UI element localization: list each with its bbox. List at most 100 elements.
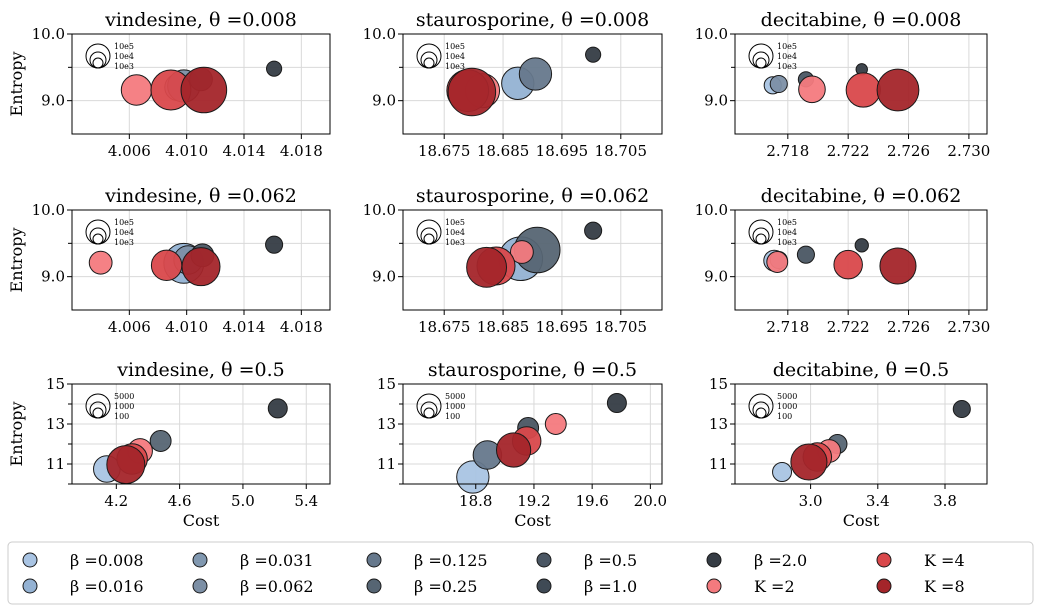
x-axis-label: Cost xyxy=(514,511,551,530)
legend-label: β =0.016 xyxy=(70,577,144,596)
size-legend-label: 10e4 xyxy=(445,228,465,237)
y-tick-label: 13 xyxy=(709,415,728,433)
size-legend-label: 100 xyxy=(445,412,460,421)
data-point xyxy=(544,413,567,435)
size-legend-circle xyxy=(89,51,107,69)
x-tick-label: 4.014 xyxy=(223,318,266,336)
y-tick-label: 10.0 xyxy=(363,201,396,219)
y-tick-label: 9.0 xyxy=(704,268,728,286)
x-tick-label: 4.006 xyxy=(108,142,151,160)
legend-marker xyxy=(22,578,38,594)
x-tick-label: 2.718 xyxy=(766,318,809,336)
x-tick-label: 4.006 xyxy=(108,318,151,336)
y-axis-label: Entropy xyxy=(7,52,26,117)
y-tick-label: 13 xyxy=(377,415,396,433)
legend-marker xyxy=(536,552,552,568)
x-axis-label: Cost xyxy=(183,511,220,530)
legend-label: β =0.062 xyxy=(240,577,314,596)
data-point xyxy=(766,251,789,273)
data-point xyxy=(149,430,172,452)
x-tick-label: 4.018 xyxy=(280,318,323,336)
size-legend-circle xyxy=(748,43,774,69)
y-tick-label: 10.0 xyxy=(363,25,396,43)
subplot-title: vindesine, θ =0.5 xyxy=(116,359,284,381)
x-tick-label: 2.726 xyxy=(887,318,930,336)
axes-frame xyxy=(734,33,988,135)
size-legend-label: 10e5 xyxy=(445,218,465,227)
size-legend-label: 10e3 xyxy=(777,62,797,71)
y-tick-label: 13 xyxy=(46,415,65,433)
legend-marker xyxy=(876,578,892,594)
x-tick-label: 3.4 xyxy=(866,492,890,510)
y-tick-label: 9.0 xyxy=(41,92,65,110)
data-point xyxy=(585,46,602,63)
data-point xyxy=(265,235,284,254)
x-tick-label: 18.685 xyxy=(477,142,530,160)
size-legend-circle xyxy=(423,407,435,419)
data-point xyxy=(769,74,788,94)
x-tick-label: 4.2 xyxy=(104,492,128,510)
subplot-title: staurosporine, θ =0.008 xyxy=(416,9,649,31)
data-point xyxy=(845,72,881,108)
x-tick-label: 2.718 xyxy=(766,142,809,160)
y-tick-label: 9.0 xyxy=(41,268,65,286)
size-legend-label: 10e3 xyxy=(777,238,797,247)
x-tick-label: 2.722 xyxy=(827,318,870,336)
data-point xyxy=(447,67,497,117)
x-tick-label: 2.726 xyxy=(887,142,930,160)
data-point xyxy=(584,221,603,240)
data-point xyxy=(180,66,228,114)
size-legend-label: 10e5 xyxy=(445,42,465,51)
size-legend-circle xyxy=(420,51,438,69)
size-legend-circle xyxy=(85,393,111,419)
x-tick-label: 18.675 xyxy=(418,142,471,160)
x-tick-label: 5.0 xyxy=(231,492,255,510)
y-tick-label: 15 xyxy=(709,375,728,393)
y-tick-label: 9.0 xyxy=(372,92,396,110)
x-tick-label: 4.6 xyxy=(168,492,192,510)
size-legend-label: 10e5 xyxy=(777,218,797,227)
data-point xyxy=(879,247,917,285)
y-axis-label: Entropy xyxy=(7,402,26,467)
size-legend-label: 10e3 xyxy=(114,62,134,71)
size-legend-label: 10e3 xyxy=(445,238,465,247)
data-point xyxy=(88,250,113,275)
subplot-title: decitabine, θ =0.008 xyxy=(761,9,962,31)
size-legend-label: 10e5 xyxy=(114,218,134,227)
data-point xyxy=(181,247,221,287)
size-legend-label: 1000 xyxy=(114,402,134,411)
axes-frame xyxy=(71,383,331,485)
y-tick-label: 11 xyxy=(46,455,65,473)
data-point xyxy=(106,445,146,485)
legend-label: β =0.5 xyxy=(584,551,637,570)
size-legend-circle xyxy=(85,219,111,245)
size-legend-circle xyxy=(752,51,770,69)
legend-label: β =0.008 xyxy=(70,551,144,570)
size-legend-circle xyxy=(755,407,767,419)
y-tick-label: 10.0 xyxy=(695,201,728,219)
x-tick-label: 19.6 xyxy=(575,492,608,510)
y-tick-label: 10.0 xyxy=(32,201,65,219)
size-legend-label: 100 xyxy=(114,412,129,421)
legend-label: β =2.0 xyxy=(754,551,807,570)
axes-frame xyxy=(402,383,663,485)
data-point xyxy=(518,57,553,91)
subplot-title: decitabine, θ =0.062 xyxy=(761,185,962,207)
size-legend-circle xyxy=(92,233,104,245)
size-legend-label: 1000 xyxy=(777,402,797,411)
size-legend-label: 10e5 xyxy=(114,42,134,51)
legend-marker xyxy=(192,578,208,594)
axes-frame xyxy=(402,33,663,135)
y-tick-label: 9.0 xyxy=(372,268,396,286)
legend-marker xyxy=(876,552,892,568)
data-point xyxy=(796,245,815,264)
legend-marker xyxy=(706,552,722,568)
subplot-title: staurosporine, θ =0.062 xyxy=(416,185,649,207)
data-point xyxy=(876,68,920,112)
x-tick-label: 18.8 xyxy=(459,492,492,510)
